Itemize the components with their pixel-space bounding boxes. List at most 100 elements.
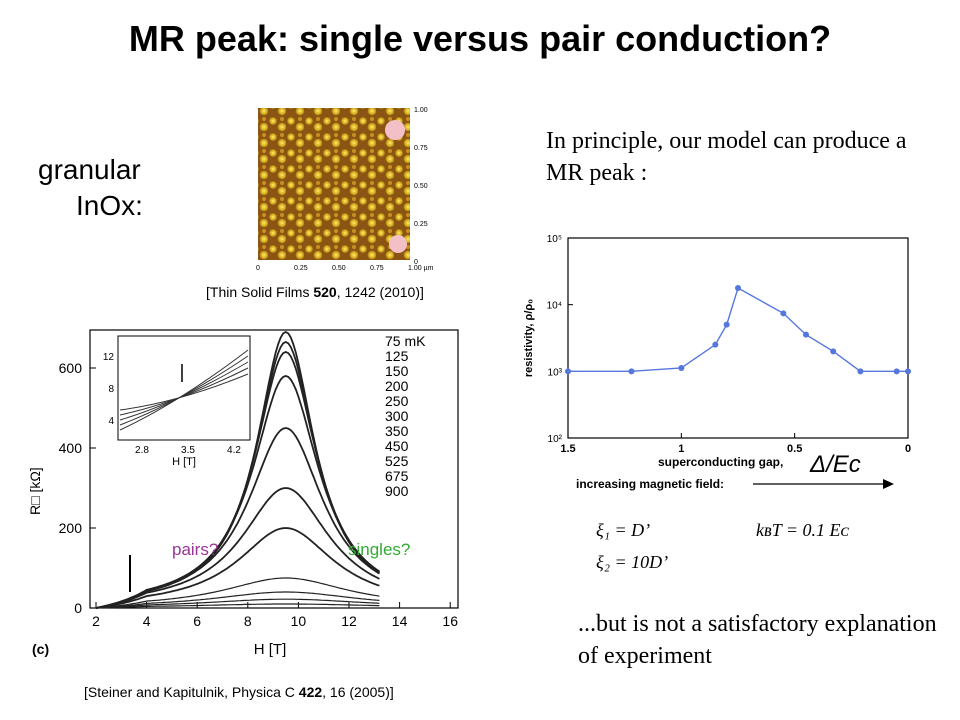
inset-x-tick: 4.2 [227,445,241,456]
inset-x-tick: 2.8 [135,445,149,456]
afm-x-tick: 1.00 µm [408,265,434,272]
model-x-tick: 1 [678,443,684,455]
afm-surface [258,108,410,260]
legend-entry: 525 [385,453,409,469]
afm-x-tick: 0 [256,265,260,272]
model-point [712,341,719,348]
main-x-tick: 2 [92,613,100,629]
panel-label: (c) [32,641,49,657]
legend-entry: 200 [385,378,409,394]
experiment-plot: 600 400 200 0 2 4 6 8 10 12 14 16 R□ [kΩ] H [T] (c… [30,320,460,670]
legend-entry: 250 [385,393,409,409]
inset-curve [119,373,249,411]
main-xlabel: H [T] [254,641,287,658]
main-x-tick: 16 [442,613,458,629]
experiment-citation: [Steiner and Kapitulnik, Physica C 422, … [84,684,394,700]
legend-entry: 450 [385,438,409,454]
afm-large-grain [385,120,405,140]
legend-entry: 150 [385,363,409,379]
afm-y-tick: 0.50 [414,183,428,190]
legend-entry: 125 [385,348,409,364]
model-series [565,285,911,375]
afm-x-tick: 0.75 [370,265,384,272]
model-y-tick: 10⁵ [547,234,562,245]
model-x-ticks: 1.5 1 0.5 0 [560,433,911,455]
main-y-tick: 0 [74,600,82,616]
afm-y-tick: 0 [414,259,418,266]
page-title: MR peak: single versus pair conduction? [128,18,832,59]
model-point [780,310,787,317]
model-x-tick: 0.5 [787,443,802,455]
model-ylabel: resistivity, ρ/ρ₀ [523,299,535,377]
main-x-tick: 12 [341,613,357,629]
inset-xlabel: H [T] [172,456,196,468]
model-x-tick: 0 [905,443,911,455]
afm-x-tick: 0.50 [332,265,346,272]
afm-large-grain [389,235,407,253]
model-y-tick: 10⁴ [547,301,562,312]
intro-text: In principle, our model can produce a MR… [546,128,907,186]
legend-entry: 75 mK [385,333,426,349]
legend-entry: 300 [385,408,409,424]
model-point [735,285,741,291]
xi1-param: ξ₁ = D’ [596,520,651,540]
inset-x-ticks: 2.8 3.5 4.2 [135,445,241,456]
xi2-param: ξ₂ = 10D’ [596,552,669,572]
resistance-curve [95,577,380,609]
afm-x-ticks: 0 0.25 0.50 0.75 1.00 µm [256,265,434,272]
main-x-tick: 14 [392,613,408,629]
model-arrow-label: increasing magnetic field: [576,477,724,491]
afm-y-tick: 1.00 [414,107,428,114]
afm-image: 1.00 0.75 0.50 0.25 0 0 0.25 0.50 0.75 1.00 µm [256,107,434,272]
inset-curves [119,349,249,431]
model-point [678,365,685,371]
main-y-tick: 400 [59,440,83,456]
main-x-ticks: 2 4 6 8 10 12 14 16 [92,602,458,629]
resistance-curve [95,598,380,609]
model-point [628,368,635,375]
kbt-param: kʙT = 0.1 Eᴄ [756,520,849,540]
legend-entry: 675 [385,468,409,484]
main-x-tick: 10 [291,613,307,629]
model-point [723,321,730,328]
main-x-tick: 4 [143,613,151,629]
model-point [893,368,900,375]
model-point [857,368,864,375]
inset-frame [117,335,251,441]
legend-entry: 900 [385,483,409,499]
granular-line1: granular [38,154,141,185]
plot-frame [89,329,459,609]
inset-y-ticks: 12 8 4 [103,352,115,427]
model-y-tick: 10² [548,434,563,445]
model-point [830,348,837,355]
inset-y-tick: 8 [108,384,114,395]
main-ylabel: R□ [kΩ] [30,467,43,515]
resistance-curve [95,591,380,609]
inset-x-tick: 3.5 [181,445,195,456]
inset-y-tick: 12 [103,352,115,363]
main-x-tick: 6 [193,613,201,629]
resistance-curve [95,527,380,609]
main-y-tick: 200 [59,520,83,536]
outro-text: ...but is not a satisfactory explanation… [578,611,937,669]
main-x-tick: 8 [244,613,252,629]
model-line [568,286,908,372]
granular-inox-label: granular InOx: [38,152,143,224]
afm-y-tick: 0.25 [414,221,428,228]
singles-label: singles? [348,540,410,559]
afm-y-ticks: 1.00 0.75 0.50 0.25 0 [414,107,428,266]
field-arrowhead [883,479,894,489]
model-point [803,331,809,338]
resistance-curve [95,427,380,609]
model-point [905,368,911,375]
pairs-label: pairs? [172,540,218,559]
afm-citation: [Thin Solid Films 520, 1242 (2010)] [206,284,424,300]
legend-entry: 350 [385,423,409,439]
afm-y-tick: 0.75 [414,145,428,152]
inset-y-tick: 4 [108,416,114,427]
model-x-tick: 1.5 [560,443,575,455]
gap-symbol: Δ/Eᴄ [809,451,861,478]
resistance-curve [95,487,380,609]
